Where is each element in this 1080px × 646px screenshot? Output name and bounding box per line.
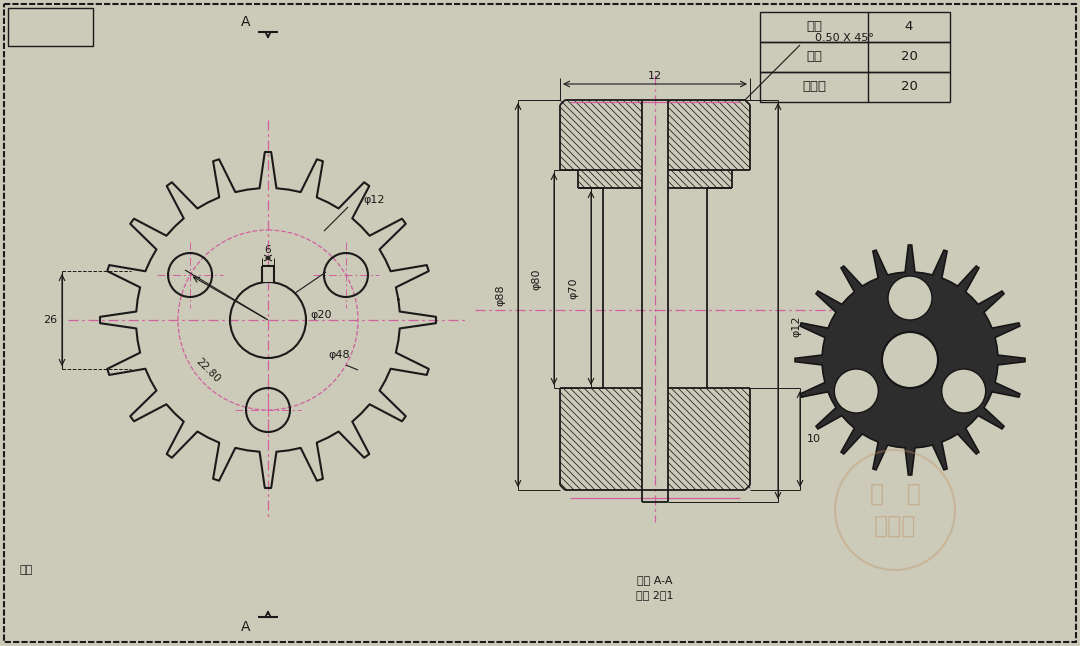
Text: A: A xyxy=(241,620,251,634)
Circle shape xyxy=(888,276,932,320)
Text: φ12: φ12 xyxy=(363,195,384,205)
Text: φ48: φ48 xyxy=(328,350,350,360)
Text: 0.50 X 45°: 0.50 X 45° xyxy=(815,33,874,43)
Text: 6: 6 xyxy=(265,245,271,255)
Text: 20: 20 xyxy=(901,81,917,94)
Text: 10: 10 xyxy=(807,434,821,444)
Text: 12: 12 xyxy=(648,71,662,81)
Text: φ12: φ12 xyxy=(791,315,801,337)
Text: φ20: φ20 xyxy=(310,310,332,320)
Circle shape xyxy=(942,369,986,413)
Text: 工程师: 工程师 xyxy=(874,514,916,538)
Text: 比例 2：1: 比例 2：1 xyxy=(636,590,674,600)
Text: 注记: 注记 xyxy=(21,565,33,575)
Text: 齿数: 齿数 xyxy=(806,50,822,63)
Text: 20: 20 xyxy=(901,50,917,63)
Text: 剪面 A-A: 剪面 A-A xyxy=(637,575,673,585)
Polygon shape xyxy=(795,245,1025,475)
Text: 22.80: 22.80 xyxy=(194,356,222,384)
Text: φ80: φ80 xyxy=(531,268,541,290)
Text: A: A xyxy=(241,15,251,29)
Text: 齿形角: 齿形角 xyxy=(802,81,826,94)
Bar xyxy=(760,72,950,102)
Circle shape xyxy=(835,369,878,413)
Text: 26: 26 xyxy=(43,315,57,325)
Text: 4: 4 xyxy=(905,21,914,34)
Circle shape xyxy=(882,332,939,388)
Bar xyxy=(8,8,93,46)
Bar xyxy=(760,42,950,72)
Text: φ88: φ88 xyxy=(495,284,505,306)
Text: 小   国: 小 国 xyxy=(869,482,920,506)
Text: 模数: 模数 xyxy=(806,21,822,34)
Bar xyxy=(760,12,950,42)
Bar xyxy=(262,266,274,282)
Text: φ70: φ70 xyxy=(568,277,578,298)
